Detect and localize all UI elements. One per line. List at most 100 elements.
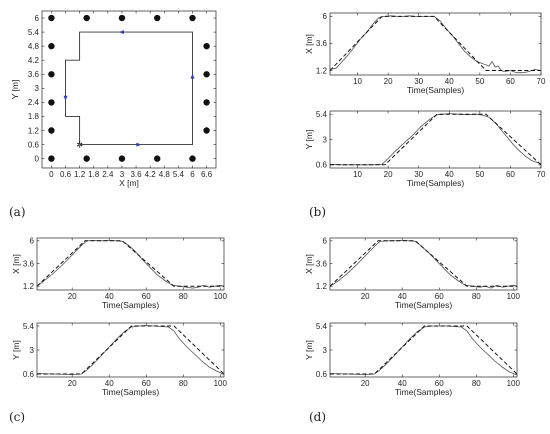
- reference-line: [36, 240, 224, 287]
- y-tick-label: 0.6: [316, 370, 328, 379]
- x-tick-label: 50: [475, 77, 484, 86]
- x-tick-label: 40: [105, 379, 114, 388]
- y-tick-label: 5.4: [23, 322, 35, 331]
- x-tick-label: 3: [120, 170, 125, 179]
- y-tick-label: 5.4: [316, 322, 328, 331]
- x-tick-label: 50: [475, 170, 484, 179]
- x-tick-label: 30: [414, 77, 423, 86]
- x-tick-label: 20: [361, 379, 370, 388]
- direction-arrow: [118, 30, 124, 35]
- x-tick-label: 30: [414, 170, 423, 179]
- anchor-point: [203, 99, 210, 106]
- x-tick-label: 20: [68, 379, 77, 388]
- x-axis-label: Time(Samples): [395, 387, 452, 397]
- x-tick-label: 80: [472, 292, 481, 301]
- panel-label-c: (c): [9, 410, 26, 424]
- y-tick-label: 3.6: [28, 70, 40, 79]
- x-tick-label: 0: [49, 170, 54, 179]
- x-tick-label: 100: [214, 379, 228, 388]
- x-tick-label: 70: [537, 77, 546, 86]
- chart-b-x: 10 20 30 40 50 60 70 1.2 3.6 6 Time(Samples) X [m]: [304, 12, 546, 95]
- panel-label-d: (d): [309, 410, 327, 424]
- plot-frame: [329, 322, 518, 378]
- y-tick-label: 2.4: [28, 98, 40, 107]
- x-tick-label: 60: [506, 170, 515, 179]
- y-tick-label: 3: [323, 346, 328, 355]
- y-axis-label: X [m]: [304, 34, 314, 54]
- y-tick-label: 3: [323, 135, 328, 144]
- x-tick-label: 20: [68, 292, 77, 301]
- direction-arrow: [63, 95, 68, 101]
- y-tick-label: 5.4: [316, 110, 328, 119]
- anchor-point: [48, 42, 55, 50]
- y-tick-label: 0.6: [28, 140, 40, 149]
- x-tick-label: 40: [398, 292, 407, 301]
- anchor-point: [203, 42, 210, 50]
- y-tick-label: 1.2: [316, 282, 328, 291]
- plot-frame: [36, 322, 225, 378]
- y-tick-label: 6: [30, 237, 35, 246]
- x-tick-label: 1.8: [88, 170, 100, 179]
- chart-c-x: 20 40 60 80 100 1.2 3.6 6 Time(Samples) X [m]: [11, 237, 228, 310]
- x-axis-label: Time(Samples): [102, 300, 159, 310]
- x-tick-label: 80: [179, 379, 188, 388]
- anchor-point: [118, 14, 126, 22]
- anchor-point: [83, 155, 90, 162]
- panel-label-b: (b): [309, 205, 327, 219]
- chart-b-y: 10 20 30 40 50 60 70 0.6 3 5.4 Time(Samples) Y [m]: [304, 110, 546, 188]
- reference-line: [37, 325, 225, 375]
- y-axis-label: X [m]: [11, 254, 21, 274]
- reference-line: [329, 240, 517, 287]
- x-tick-label: 10: [353, 170, 362, 179]
- y-axis-label: X [m]: [304, 254, 314, 274]
- anchor-point: [203, 127, 210, 134]
- y-tick-label: 0.6: [316, 161, 328, 170]
- x-tick-label: 40: [445, 77, 454, 86]
- x-tick-label: 70: [537, 170, 546, 179]
- reference-line: [330, 325, 518, 375]
- x-axis-label: Time(Samples): [395, 300, 452, 310]
- x-tick-label: 60: [435, 379, 444, 388]
- y-tick-label: 3.6: [23, 259, 35, 268]
- x-axis-label: Time(Samples): [407, 178, 464, 188]
- y-tick-label: 3.6: [316, 39, 328, 48]
- y-tick-label: 1.8: [28, 112, 40, 121]
- x-tick-label: 60: [435, 292, 444, 301]
- anchor-point: [189, 14, 196, 22]
- y-tick-label: 4.2: [28, 56, 40, 65]
- y-tick-label: 1.2: [28, 126, 40, 135]
- anchor-point: [118, 155, 126, 162]
- y-tick-label: 3: [35, 84, 40, 93]
- x-tick-label: 100: [507, 379, 521, 388]
- x-tick-label: 20: [384, 170, 393, 179]
- y-axis-label: Y [m]: [10, 80, 20, 100]
- y-tick-label: 3.6: [316, 259, 328, 268]
- y-tick-label: 0: [35, 154, 40, 163]
- x-axis-label: Time(Samples): [102, 387, 159, 397]
- x-tick-label: 6.6: [201, 170, 213, 179]
- y-tick-label: 4.8: [28, 42, 40, 51]
- x-tick-label: 60: [506, 77, 515, 86]
- y-tick-label: 5.4: [28, 28, 40, 37]
- y-tick-label: 3: [30, 346, 35, 355]
- x-tick-label: 4.2: [145, 170, 157, 179]
- y-tick-label: 0.6: [23, 370, 35, 379]
- chart-a: 0 0.6 1.2 1.8 2.4 3 3.6 4.2 4.8 5.4 6 6.600.61.21.8…: [10, 10, 217, 188]
- x-tick-label: 20: [384, 77, 393, 86]
- y-axis-label: Y [m]: [304, 130, 314, 150]
- anchor-point: [189, 155, 196, 162]
- x-tick-label: 100: [214, 292, 228, 301]
- start-marker: ✲: [76, 141, 83, 150]
- anchor-point: [154, 14, 161, 22]
- y-axis-label: Y [m]: [11, 340, 21, 360]
- x-tick-label: 6: [190, 170, 195, 179]
- x-tick-label: 2.4: [102, 170, 114, 179]
- x-tick-label: 40: [398, 379, 407, 388]
- chart-d-y: 20 40 60 80 100 0.6 3 5.4 Time(Samples) Y [m]: [304, 322, 521, 397]
- x-tick-label: 5.4: [173, 170, 185, 179]
- x-tick-label: 60: [142, 292, 151, 301]
- x-tick-label: 80: [472, 379, 481, 388]
- y-axis-label: Y [m]: [304, 340, 314, 360]
- x-tick-label: 1.2: [74, 170, 86, 179]
